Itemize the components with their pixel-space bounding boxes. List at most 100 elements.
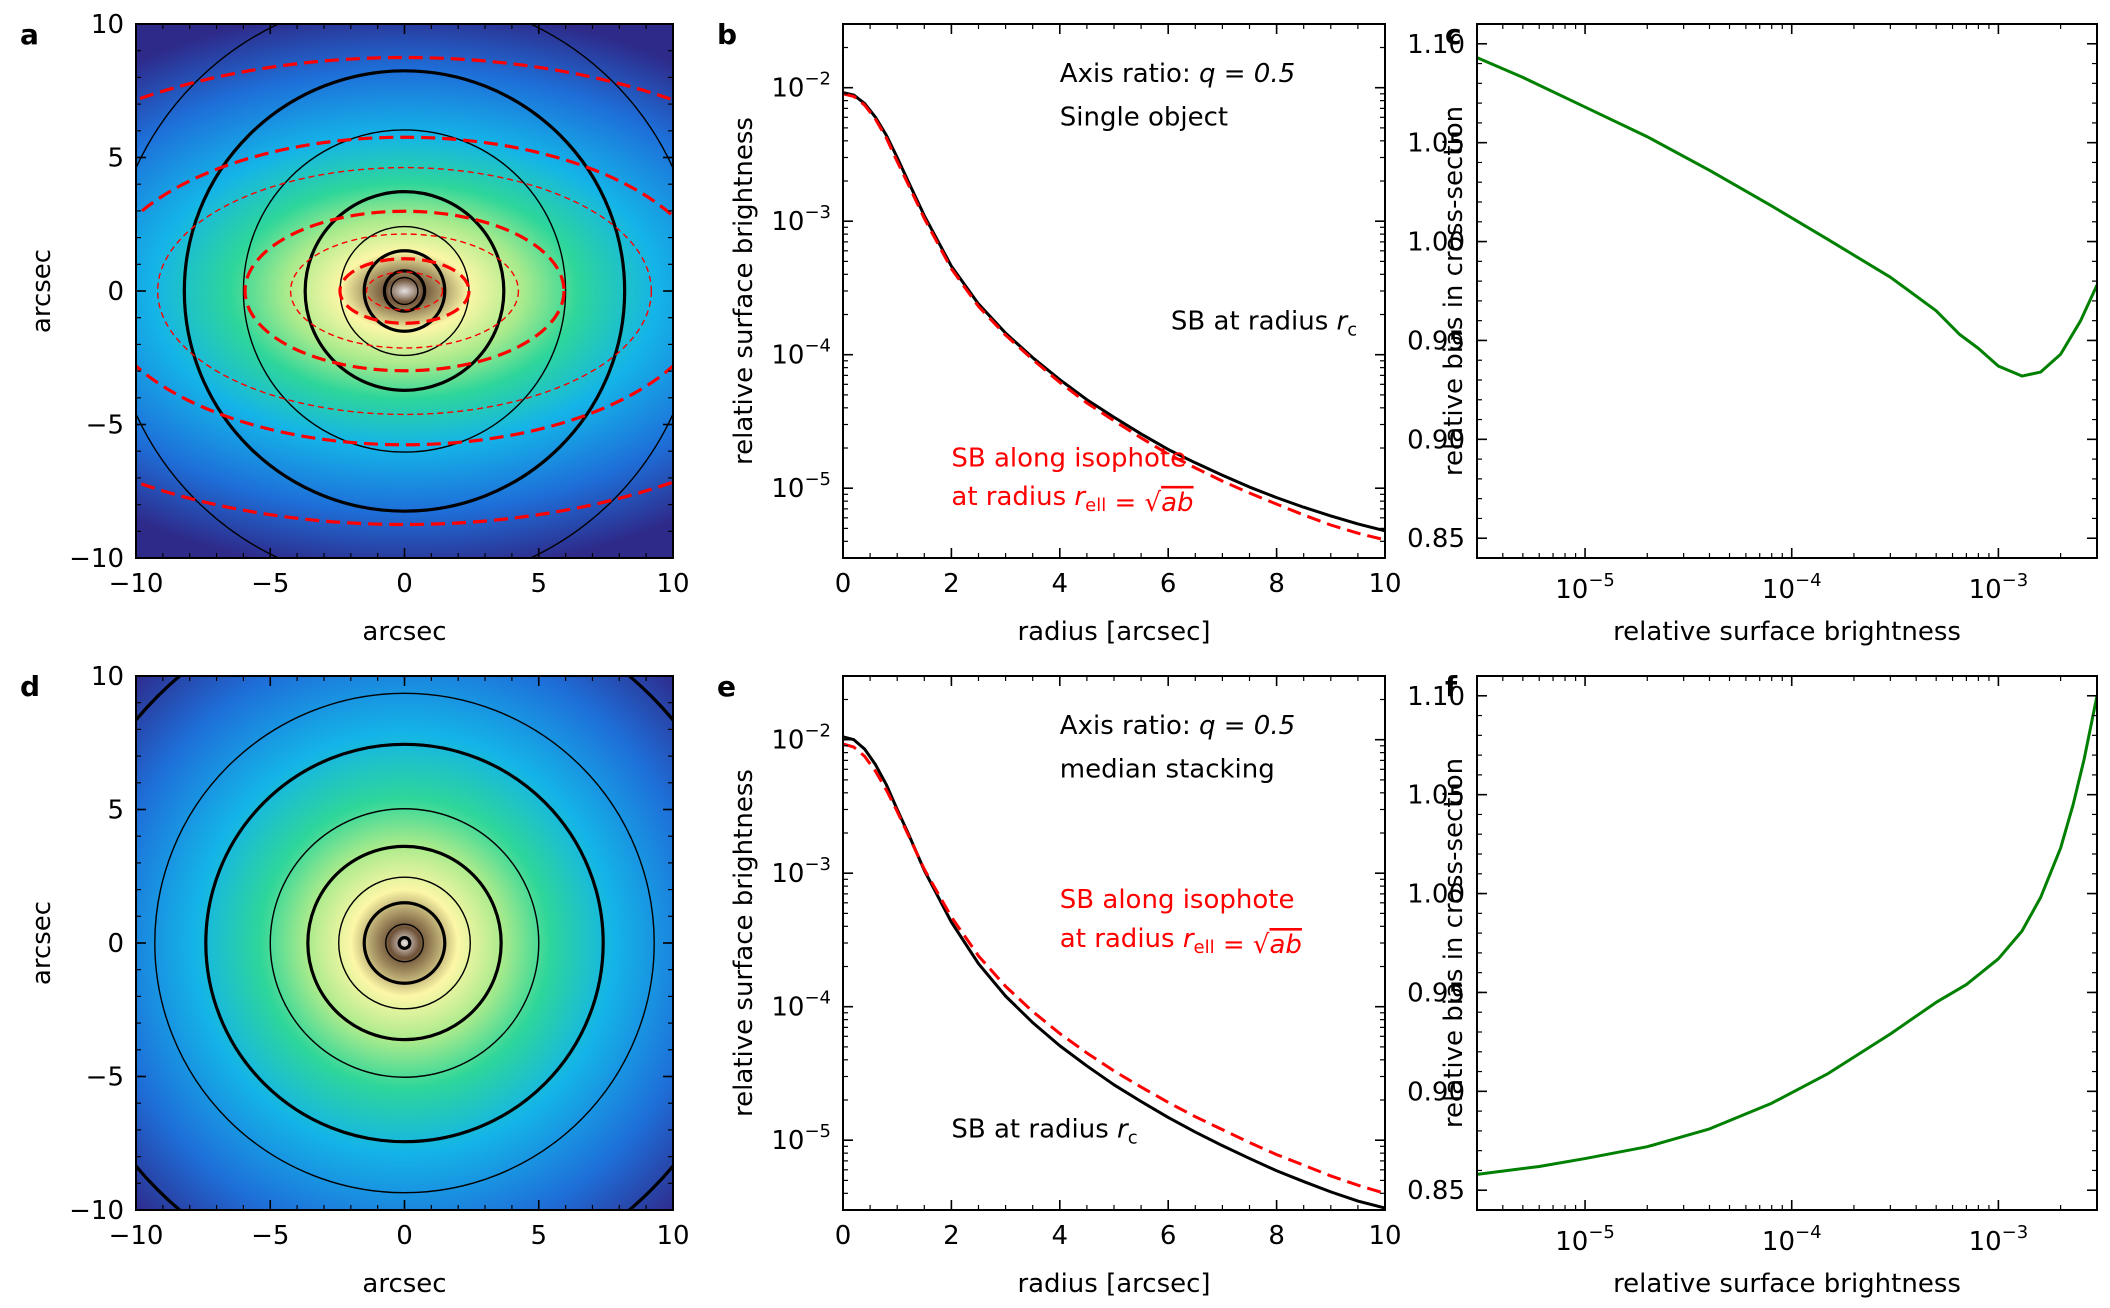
x-tick-label-b: 10 <box>1368 569 1401 599</box>
annotation-e-0: Axis ratio: q = 0.5 <box>1060 711 1295 741</box>
annotation-e-3: at radius rell = √ab <box>1060 924 1302 960</box>
x-tick-label-d: −10 <box>109 1221 164 1251</box>
black-contour-a <box>303 190 506 392</box>
x-tick-label-b: 8 <box>1268 569 1285 599</box>
y-tick-label-f: 0.85 <box>1407 1176 1465 1206</box>
series-line-b-1 <box>843 92 1385 542</box>
y-tick-label-d: −10 <box>69 1196 124 1226</box>
x-tick-label-c: 10−3 <box>1969 570 2029 605</box>
x-tick-label-e: 2 <box>943 1221 960 1251</box>
black-contour-a <box>182 69 627 513</box>
x-tick-label-f: 10−3 <box>1969 1222 2029 1257</box>
axes-frame-f <box>1476 675 2098 1211</box>
x-tick-label-d: −5 <box>251 1221 289 1251</box>
annotation-b-4: at radius rell = √ab <box>951 482 1193 518</box>
y-tick-label-f: 0.95 <box>1407 978 1465 1008</box>
x-tick-label-e: 8 <box>1268 1221 1285 1251</box>
y-tick-label-a: −5 <box>86 411 124 441</box>
y-tick-label-b: 10−3 <box>771 202 831 237</box>
y-axis-label-f: relative bias in cross-section <box>1439 758 1469 1128</box>
black-contour-a <box>382 269 427 313</box>
y-tick-label-b: 10−5 <box>771 469 831 504</box>
panel-label-f: f <box>1445 670 1458 703</box>
plot-area-c <box>1477 56 2097 378</box>
y-tick-label-c: 1.05 <box>1407 129 1465 159</box>
x-tick-label-a: 5 <box>530 569 547 599</box>
black-contour-a <box>242 129 567 453</box>
x-tick-label-c: 10−5 <box>1555 570 1615 605</box>
black-contour-d <box>385 923 424 963</box>
annotation-b-3: SB along isophote <box>951 444 1186 474</box>
x-tick-label-e: 10 <box>1368 1221 1401 1251</box>
plot-area-f <box>1477 695 2097 1176</box>
x-axis-label-c: relative surface brightness <box>1613 617 1961 647</box>
annotation-e-2: SB along isophote <box>1060 885 1295 915</box>
y-tick-label-d: −5 <box>86 1063 124 1093</box>
x-tick-label-e: 4 <box>1052 1221 1069 1251</box>
red-isophote-a <box>289 233 520 349</box>
y-tick-label-c: 1.10 <box>1407 30 1465 60</box>
y-tick-label-c: 1.00 <box>1407 228 1465 258</box>
black-contour-d <box>397 936 412 950</box>
y-tick-label-f: 1.10 <box>1407 682 1465 712</box>
series-line-e-0 <box>843 735 1385 1210</box>
image-emission-d <box>136 676 673 1210</box>
series-line-f-0 <box>1477 695 2097 1176</box>
x-tick-label-b: 6 <box>1160 569 1177 599</box>
x-tick-label-e: 6 <box>1160 1221 1177 1251</box>
x-tick-label-a: 0 <box>396 569 413 599</box>
y-tick-label-d: 0 <box>107 929 124 959</box>
x-tick-label-e: 0 <box>835 1221 852 1251</box>
y-tick-label-b: 10−4 <box>771 336 831 371</box>
black-contour-d <box>269 808 540 1078</box>
red-isophote-a <box>365 271 444 311</box>
red-isophote-a <box>338 257 471 325</box>
x-tick-label-c: 10−4 <box>1762 570 1822 605</box>
y-tick-label-f: 1.05 <box>1407 781 1465 811</box>
plot-area-e <box>843 735 1385 1210</box>
y-tick-label-d: 5 <box>107 796 124 826</box>
y-tick-label-f: 1.00 <box>1407 880 1465 910</box>
y-tick-label-c: 0.90 <box>1407 425 1465 455</box>
y-tick-label-e: 10−4 <box>771 988 831 1023</box>
y-axis-label-a: arcsec <box>27 249 57 333</box>
annotation-e-4: SB at radius rc <box>951 1114 1137 1148</box>
x-axis-label-e: radius [arcsec] <box>1017 1269 1210 1299</box>
x-axis-label-d: arcsec <box>362 1269 446 1299</box>
series-line-c-0 <box>1477 56 2097 378</box>
black-contour-a <box>390 276 419 306</box>
panel-label-a: a <box>20 18 39 51</box>
y-tick-label-a: −10 <box>69 544 124 574</box>
image-a <box>136 24 673 558</box>
x-axis-label-b: radius [arcsec] <box>1017 617 1210 647</box>
series-line-b-0 <box>843 91 1385 533</box>
y-tick-label-e: 10−5 <box>771 1121 831 1156</box>
panel-label-c: c <box>1445 18 1462 51</box>
x-tick-label-b: 2 <box>943 569 960 599</box>
x-tick-label-a: 10 <box>656 569 689 599</box>
black-contour-d <box>362 901 447 985</box>
red-isophote-a <box>136 135 673 447</box>
black-contour-d <box>154 692 655 1194</box>
axes-frame-c <box>1476 23 2098 559</box>
annotation-e-1: median stacking <box>1060 755 1275 785</box>
x-tick-label-b: 0 <box>835 569 852 599</box>
y-axis-label-e: relative surface brightness <box>729 769 759 1117</box>
black-contour-d <box>338 876 471 1010</box>
x-tick-label-d: 0 <box>396 1221 413 1251</box>
y-tick-label-a: 10 <box>91 10 124 40</box>
x-tick-label-b: 4 <box>1052 569 1069 599</box>
plot-area-b <box>843 91 1385 542</box>
black-contour-a <box>362 249 447 333</box>
red-isophote-a <box>243 209 566 373</box>
x-tick-label-a: −10 <box>109 569 164 599</box>
y-tick-label-d: 10 <box>91 662 124 692</box>
panel-label-e: e <box>717 670 736 703</box>
y-tick-label-e: 10−2 <box>771 721 831 756</box>
y-tick-label-c: 0.95 <box>1407 326 1465 356</box>
y-tick-label-a: 5 <box>107 144 124 174</box>
panel-label-b: b <box>717 18 737 51</box>
y-tick-label-f: 0.90 <box>1407 1077 1465 1107</box>
panel-label-d: d <box>20 670 40 703</box>
